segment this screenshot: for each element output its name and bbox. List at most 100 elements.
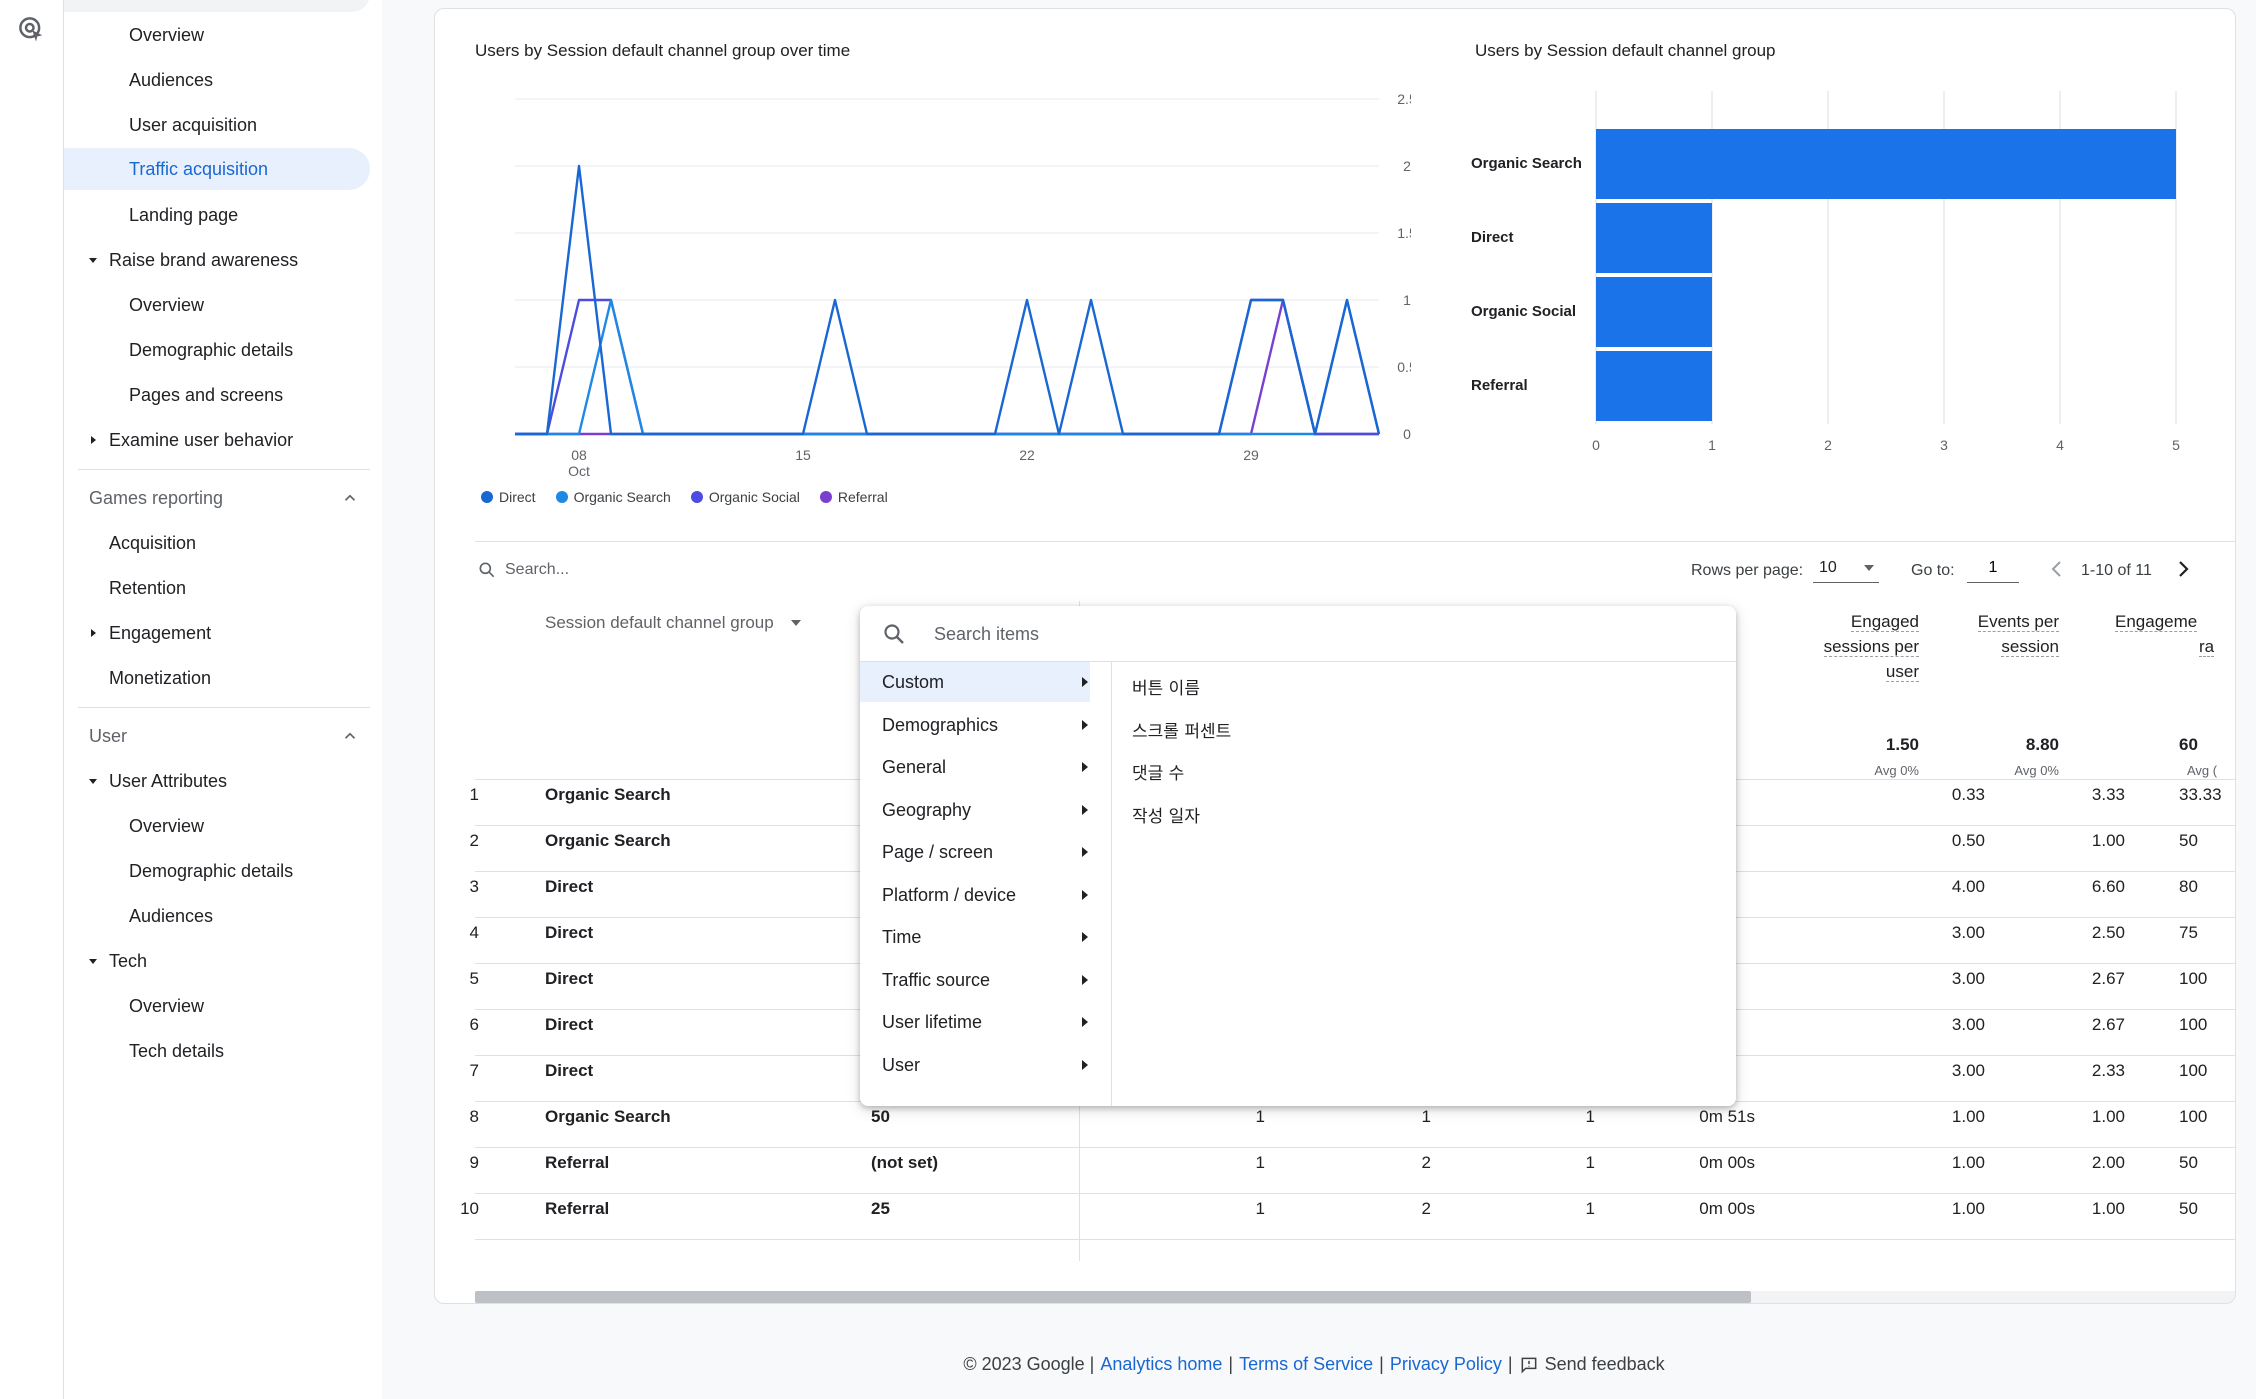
sidebar-item-retention[interactable]: Retention: [109, 567, 186, 609]
category-geography[interactable]: Geography: [860, 790, 1090, 830]
bar-referral[interactable]: [1596, 351, 1712, 421]
option-created-date[interactable]: 작성 일자: [1132, 807, 1200, 827]
table-row[interactable]: 7 Direct 3.00 2.33 100: [435, 1061, 2235, 1091]
legend-item-organic-search[interactable]: Organic Search: [555, 489, 671, 505]
sidebar-item-demographic-details[interactable]: Demographic details: [129, 329, 293, 371]
sidebar-item-tech[interactable]: Tech: [89, 940, 147, 982]
legend-item-direct[interactable]: Direct: [481, 489, 536, 505]
dropdown-search-input[interactable]: [934, 620, 1534, 648]
sidebar-item-monetization[interactable]: Monetization: [109, 657, 211, 699]
caret-right-icon: [1082, 932, 1088, 942]
bar-organic-search[interactable]: [1596, 129, 2176, 199]
table-row[interactable]: 2 Organic Search 0.50 1.00 50: [435, 831, 2235, 861]
sidebar-item-audiences[interactable]: Audiences: [129, 59, 213, 101]
sidebar-item-tech-details[interactable]: Tech details: [129, 1030, 224, 1072]
y-tick-label: 0: [1403, 426, 1411, 442]
rows-per-page-select[interactable]: 10: [1813, 553, 1879, 583]
header-line: sessions per: [1823, 637, 1919, 657]
table-row[interactable]: 10 Referral 25 1 2 1 0m 00s 1.00 1.00 50: [435, 1199, 2235, 1229]
legend-label: Referral: [837, 489, 888, 505]
category-time[interactable]: Time: [860, 917, 1090, 957]
table-row[interactable]: 3 Direct 4.00 6.60 80: [435, 877, 2235, 907]
header-line: ra: [2199, 637, 2215, 657]
option-button-name[interactable]: 버튼 이름: [1132, 679, 1200, 699]
sidebar-item-pages-and-screens[interactable]: Pages and screens: [129, 374, 283, 416]
table-row[interactable]: 6 Direct 3.00 2.67 100: [435, 1015, 2235, 1045]
category-user[interactable]: User: [860, 1045, 1090, 1085]
category-general[interactable]: General: [860, 747, 1090, 787]
sidebar-item-landing-page[interactable]: Landing page: [129, 194, 238, 236]
table-row[interactable]: 8 Organic Search 50 1 1 1 0m 51s 1.00 1.00 100: [435, 1107, 2235, 1137]
table-row[interactable]: 4 Direct 3.00 2.50 75: [435, 923, 2235, 953]
sidebar-item-overview-2[interactable]: Overview: [129, 284, 204, 326]
reports-icon[interactable]: [16, 14, 46, 44]
bar-direct[interactable]: [1596, 203, 1712, 273]
category-page-screen[interactable]: Page / screen: [860, 832, 1090, 872]
send-feedback-link[interactable]: Send feedback: [1544, 1354, 1665, 1374]
option-scroll-percent[interactable]: 스크롤 퍼센트: [1132, 722, 1232, 742]
caret-right-icon: [1082, 762, 1088, 772]
sidebar-item-traffic-acquisition[interactable]: Traffic acquisition: [64, 148, 370, 190]
bar-organic-social[interactable]: [1596, 277, 1712, 347]
prev-page-button[interactable]: [2045, 557, 2069, 581]
events-per-session-total: 8.80: [2025, 735, 2059, 754]
row-events-per-session: 1.00: [2091, 831, 2125, 850]
sidebar-item-acquisition[interactable]: Acquisition: [109, 522, 196, 564]
category-label: Geography: [882, 799, 972, 820]
row-metric-2: 1: [1421, 1107, 1431, 1126]
table-row[interactable]: 1 Organic Search 0.33 3.33 33.33: [435, 785, 2235, 815]
sidebar-item-label: Pages and screens: [129, 384, 284, 405]
sidebar-item-engagement[interactable]: Engagement: [91, 612, 212, 654]
x-tick-label: 1: [1708, 437, 1716, 453]
legend-item-referral[interactable]: Referral: [819, 489, 888, 505]
category-demographics[interactable]: Demographics: [860, 705, 1090, 745]
section-games-reporting[interactable]: Games reporting: [89, 477, 359, 519]
table-row[interactable]: 9 Referral (not set) 1 2 1 0m 00s 1.00 2.00 50: [435, 1153, 2235, 1183]
sidebar-item-overview-3[interactable]: Overview: [129, 805, 204, 847]
caret-right-icon: [1082, 1017, 1088, 1027]
line-chart-legend: Direct Organic Search Organic Social Ref…: [481, 489, 888, 505]
series-line-direct[interactable]: [515, 164, 1381, 436]
feedback-icon[interactable]: [1519, 1355, 1539, 1375]
sidebar-item-examine-user-behavior[interactable]: Examine user behavior: [91, 419, 293, 461]
row-number: 9: [469, 1153, 479, 1172]
row-dimension-2: 50: [871, 1107, 890, 1126]
x-tick-label: 0: [1592, 437, 1600, 453]
table-search-input[interactable]: [505, 556, 805, 584]
section-user[interactable]: User: [89, 715, 359, 757]
sidebar-item-user-acquisition[interactable]: User acquisition: [129, 104, 257, 146]
caret-right-icon: [87, 627, 99, 639]
legend-item-organic-social[interactable]: Organic Social: [690, 489, 800, 505]
engaged-sessions-per-user-header[interactable]: Engaged sessions per user: [1823, 609, 1919, 684]
events-per-session-header[interactable]: Events per session: [1977, 609, 2059, 659]
row-channel: Referral: [545, 1199, 610, 1218]
table-row[interactable]: 5 Direct 3.00 2.67 100: [435, 969, 2235, 999]
privacy-link[interactable]: Privacy Policy: [1389, 1354, 1502, 1374]
category-platform-device[interactable]: Platform / device: [860, 875, 1090, 915]
row-number: 1: [469, 785, 479, 804]
engagement-rate-header[interactable]: Engageme ra: [2115, 609, 2215, 659]
engaged-sessions-per-user-avg: Avg 0%: [1874, 763, 1919, 778]
sidebar-item-user-attributes[interactable]: User Attributes: [89, 760, 228, 802]
option-comment-count[interactable]: 댓글 수: [1132, 764, 1185, 784]
category-user-lifetime[interactable]: User lifetime: [860, 1002, 1090, 1042]
sidebar-item-audiences-2[interactable]: Audiences: [129, 895, 213, 937]
analytics-home-link[interactable]: Analytics home: [1100, 1354, 1223, 1374]
row-engagement-rate: 100: [2179, 1107, 2208, 1126]
sidebar-item-demographic-details-2[interactable]: Demographic details: [129, 850, 293, 892]
caret-right-icon: [1082, 677, 1088, 687]
sidebar-item-label: Engagement: [109, 622, 212, 643]
sidebar-top-item[interactable]: [64, 0, 370, 12]
dimension-header[interactable]: Session default channel group: [545, 611, 802, 635]
sidebar-item-overview-4[interactable]: Overview: [129, 985, 204, 1027]
sidebar-item-label: User Attributes: [109, 770, 228, 791]
sidebar-item-raise-brand-awareness[interactable]: Raise brand awareness: [89, 239, 298, 281]
sidebar-item-overview[interactable]: Overview: [129, 14, 204, 56]
next-page-button[interactable]: [2171, 557, 2195, 581]
goto-input[interactable]: [1967, 553, 2019, 583]
category-traffic-source[interactable]: Traffic source: [860, 960, 1090, 1000]
terms-link[interactable]: Terms of Service: [1239, 1354, 1374, 1374]
horizontal-scrollbar-thumb[interactable]: [475, 1291, 1751, 1303]
row-engagement-rate: 100: [2179, 1061, 2208, 1080]
category-custom[interactable]: Custom: [860, 662, 1090, 702]
